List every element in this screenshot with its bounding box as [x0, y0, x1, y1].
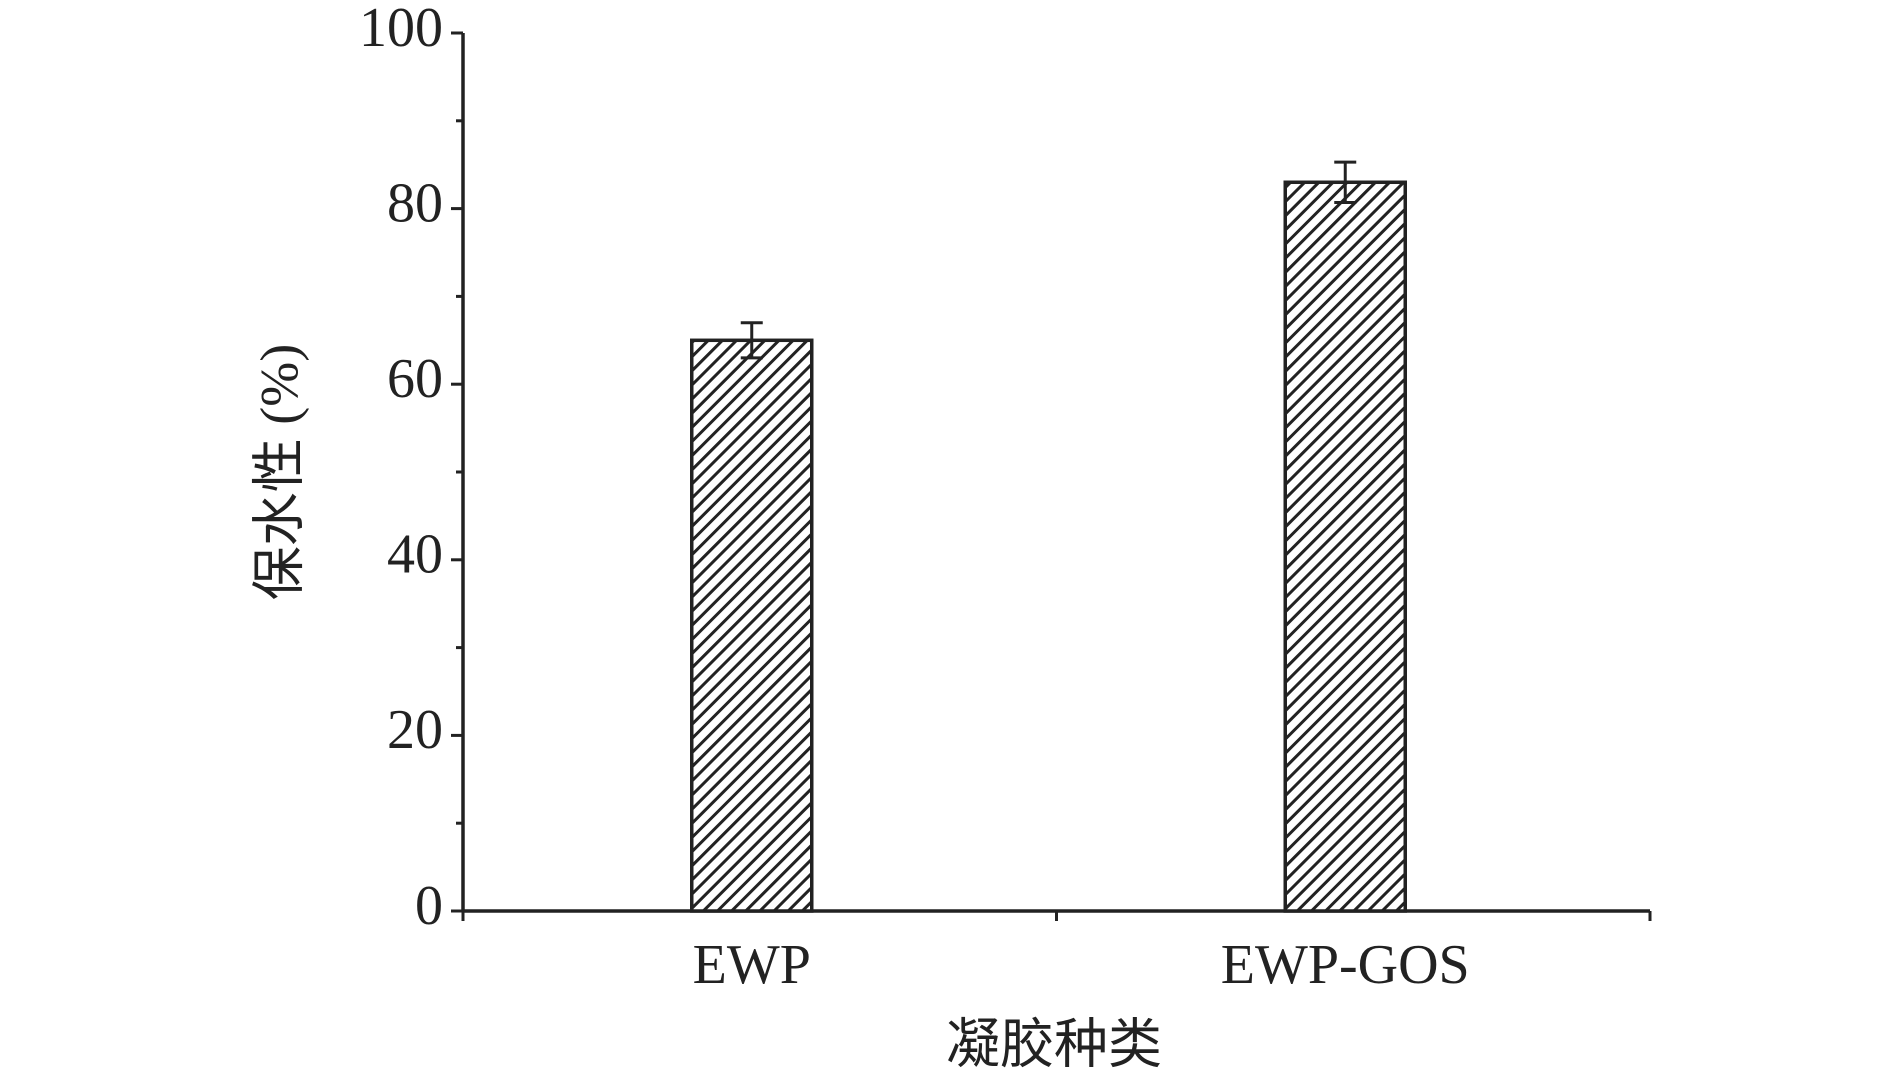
- x-tick-label: EWP-GOS: [1221, 934, 1470, 996]
- bar: [690, 338, 814, 913]
- y-tick-label: 100: [359, 0, 443, 59]
- x-tick-label: EWP: [693, 934, 811, 996]
- y-tick-label: 40: [387, 524, 443, 586]
- y-axis-title: 保水性 (%): [249, 344, 309, 600]
- y-tick-label: 60: [387, 348, 443, 410]
- y-tick-label: 20: [387, 699, 443, 761]
- y-tick-label: 80: [387, 172, 443, 234]
- y-tick-label: 0: [415, 875, 443, 937]
- bar: [1283, 180, 1407, 913]
- error-bar: [1334, 160, 1357, 204]
- error-bar: [740, 321, 763, 360]
- x-axis-title: 凝胶种类: [946, 1014, 1162, 1074]
